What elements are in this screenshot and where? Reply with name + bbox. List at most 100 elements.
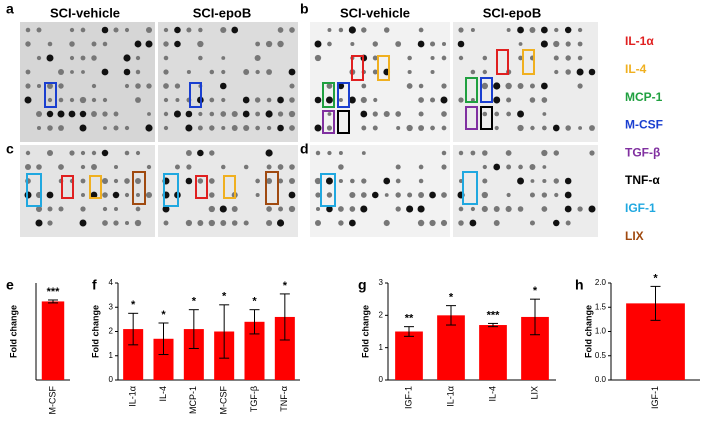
blot-spot [482,164,487,170]
panel-label: e [6,277,14,293]
blot-spot [288,205,296,213]
blot-spot [277,164,284,170]
blot-spot [90,191,98,199]
blot-spot [163,97,169,103]
blot-spot [58,125,64,131]
blot-spot [314,54,322,62]
blot-spot [174,83,181,89]
blot-spot [255,69,260,75]
blot-spot [231,110,238,118]
x-tick-label: IGF-1 [403,386,413,409]
blot-spot [242,96,250,104]
blot-spot [208,205,215,213]
blot-spot [429,41,436,47]
blot-spot [266,97,272,103]
blot-spot [541,192,548,198]
blot-spot [47,220,53,226]
blot-spot [175,98,180,102]
blot-spot [289,97,295,103]
blot-spot [266,206,272,212]
legend-entry: M-CSF [625,118,663,132]
blot-spot [47,83,53,89]
blot-spot [266,125,272,131]
blot-header: SCI-vehicle [340,5,410,20]
blot-spot [529,83,535,89]
blot-spot [124,178,130,184]
blot-spot [553,40,560,48]
blot-spot [113,220,119,226]
blot-spot [529,27,536,33]
blot-spot [255,111,261,117]
blot-spot [553,150,560,156]
blot-spot [529,97,536,103]
blots [20,22,598,237]
blot-spot [145,40,153,48]
blot-spot [209,125,215,131]
blot-spot [372,55,378,61]
panel-label: g [358,277,367,293]
blot-spot [338,151,343,155]
blot-spot [80,164,86,170]
y-tick-label: 1.5 [595,302,607,311]
blot-spot [80,27,86,33]
x-tick-label: IGF-1 [650,386,660,409]
blot-spot [395,41,402,47]
blot-spot [441,125,447,131]
blot-spot [254,54,261,62]
blot-spot [80,206,86,212]
blot-spot [113,125,119,131]
blot-spot [163,27,169,33]
blot-spot [198,55,203,61]
blot-spot [69,41,75,47]
blot-spot [221,56,226,60]
y-axis-title: Fold change [583,305,593,358]
blot-spot [505,150,512,156]
blot-spot [554,69,559,75]
blot-spot [174,40,181,48]
blot-spot [24,96,32,104]
blot-spot [231,220,238,226]
blot-spot [221,164,226,170]
blot-spot [288,110,296,118]
highlight-box [351,55,364,81]
blot-spot [407,69,412,75]
blot-spot [565,41,571,47]
blot-spot [565,69,571,75]
highlight-box [462,171,478,205]
blot-spot [186,69,191,75]
blot-spot [577,83,583,89]
blot-spot [372,111,378,117]
blot-spot [482,178,488,184]
blot-spot [124,150,130,156]
blot-spot [407,192,413,198]
blot-spot [265,149,273,157]
blot-spot [35,205,43,213]
blot-spot [506,192,511,198]
blot-spot [174,26,181,34]
blot-spot [163,83,169,89]
significance: * [131,299,136,311]
blot-header: SCI-epoB [483,5,542,20]
blot-spot [243,164,249,170]
blot-spot [266,164,272,170]
blot-spot [277,27,284,33]
blot-spot [529,220,535,226]
blot-spot [113,164,119,170]
blot-spot [221,125,226,131]
blot-spot [577,41,583,47]
blot-spot [482,111,488,117]
blot-spot [163,125,169,131]
y-tick-label: 0 [109,375,114,384]
y-axis-title: Fold change [8,305,18,358]
blot-spot [338,27,344,33]
blot-spot [197,220,204,226]
blot-spot [441,164,447,170]
blot-spot [552,124,560,132]
blot-spot [314,124,322,132]
blot-spot [91,41,97,47]
blot-spot [529,192,535,198]
blot-spot [25,27,31,33]
blot-spot [350,41,355,47]
blot-spot [209,111,215,117]
blot-spot [113,178,119,184]
